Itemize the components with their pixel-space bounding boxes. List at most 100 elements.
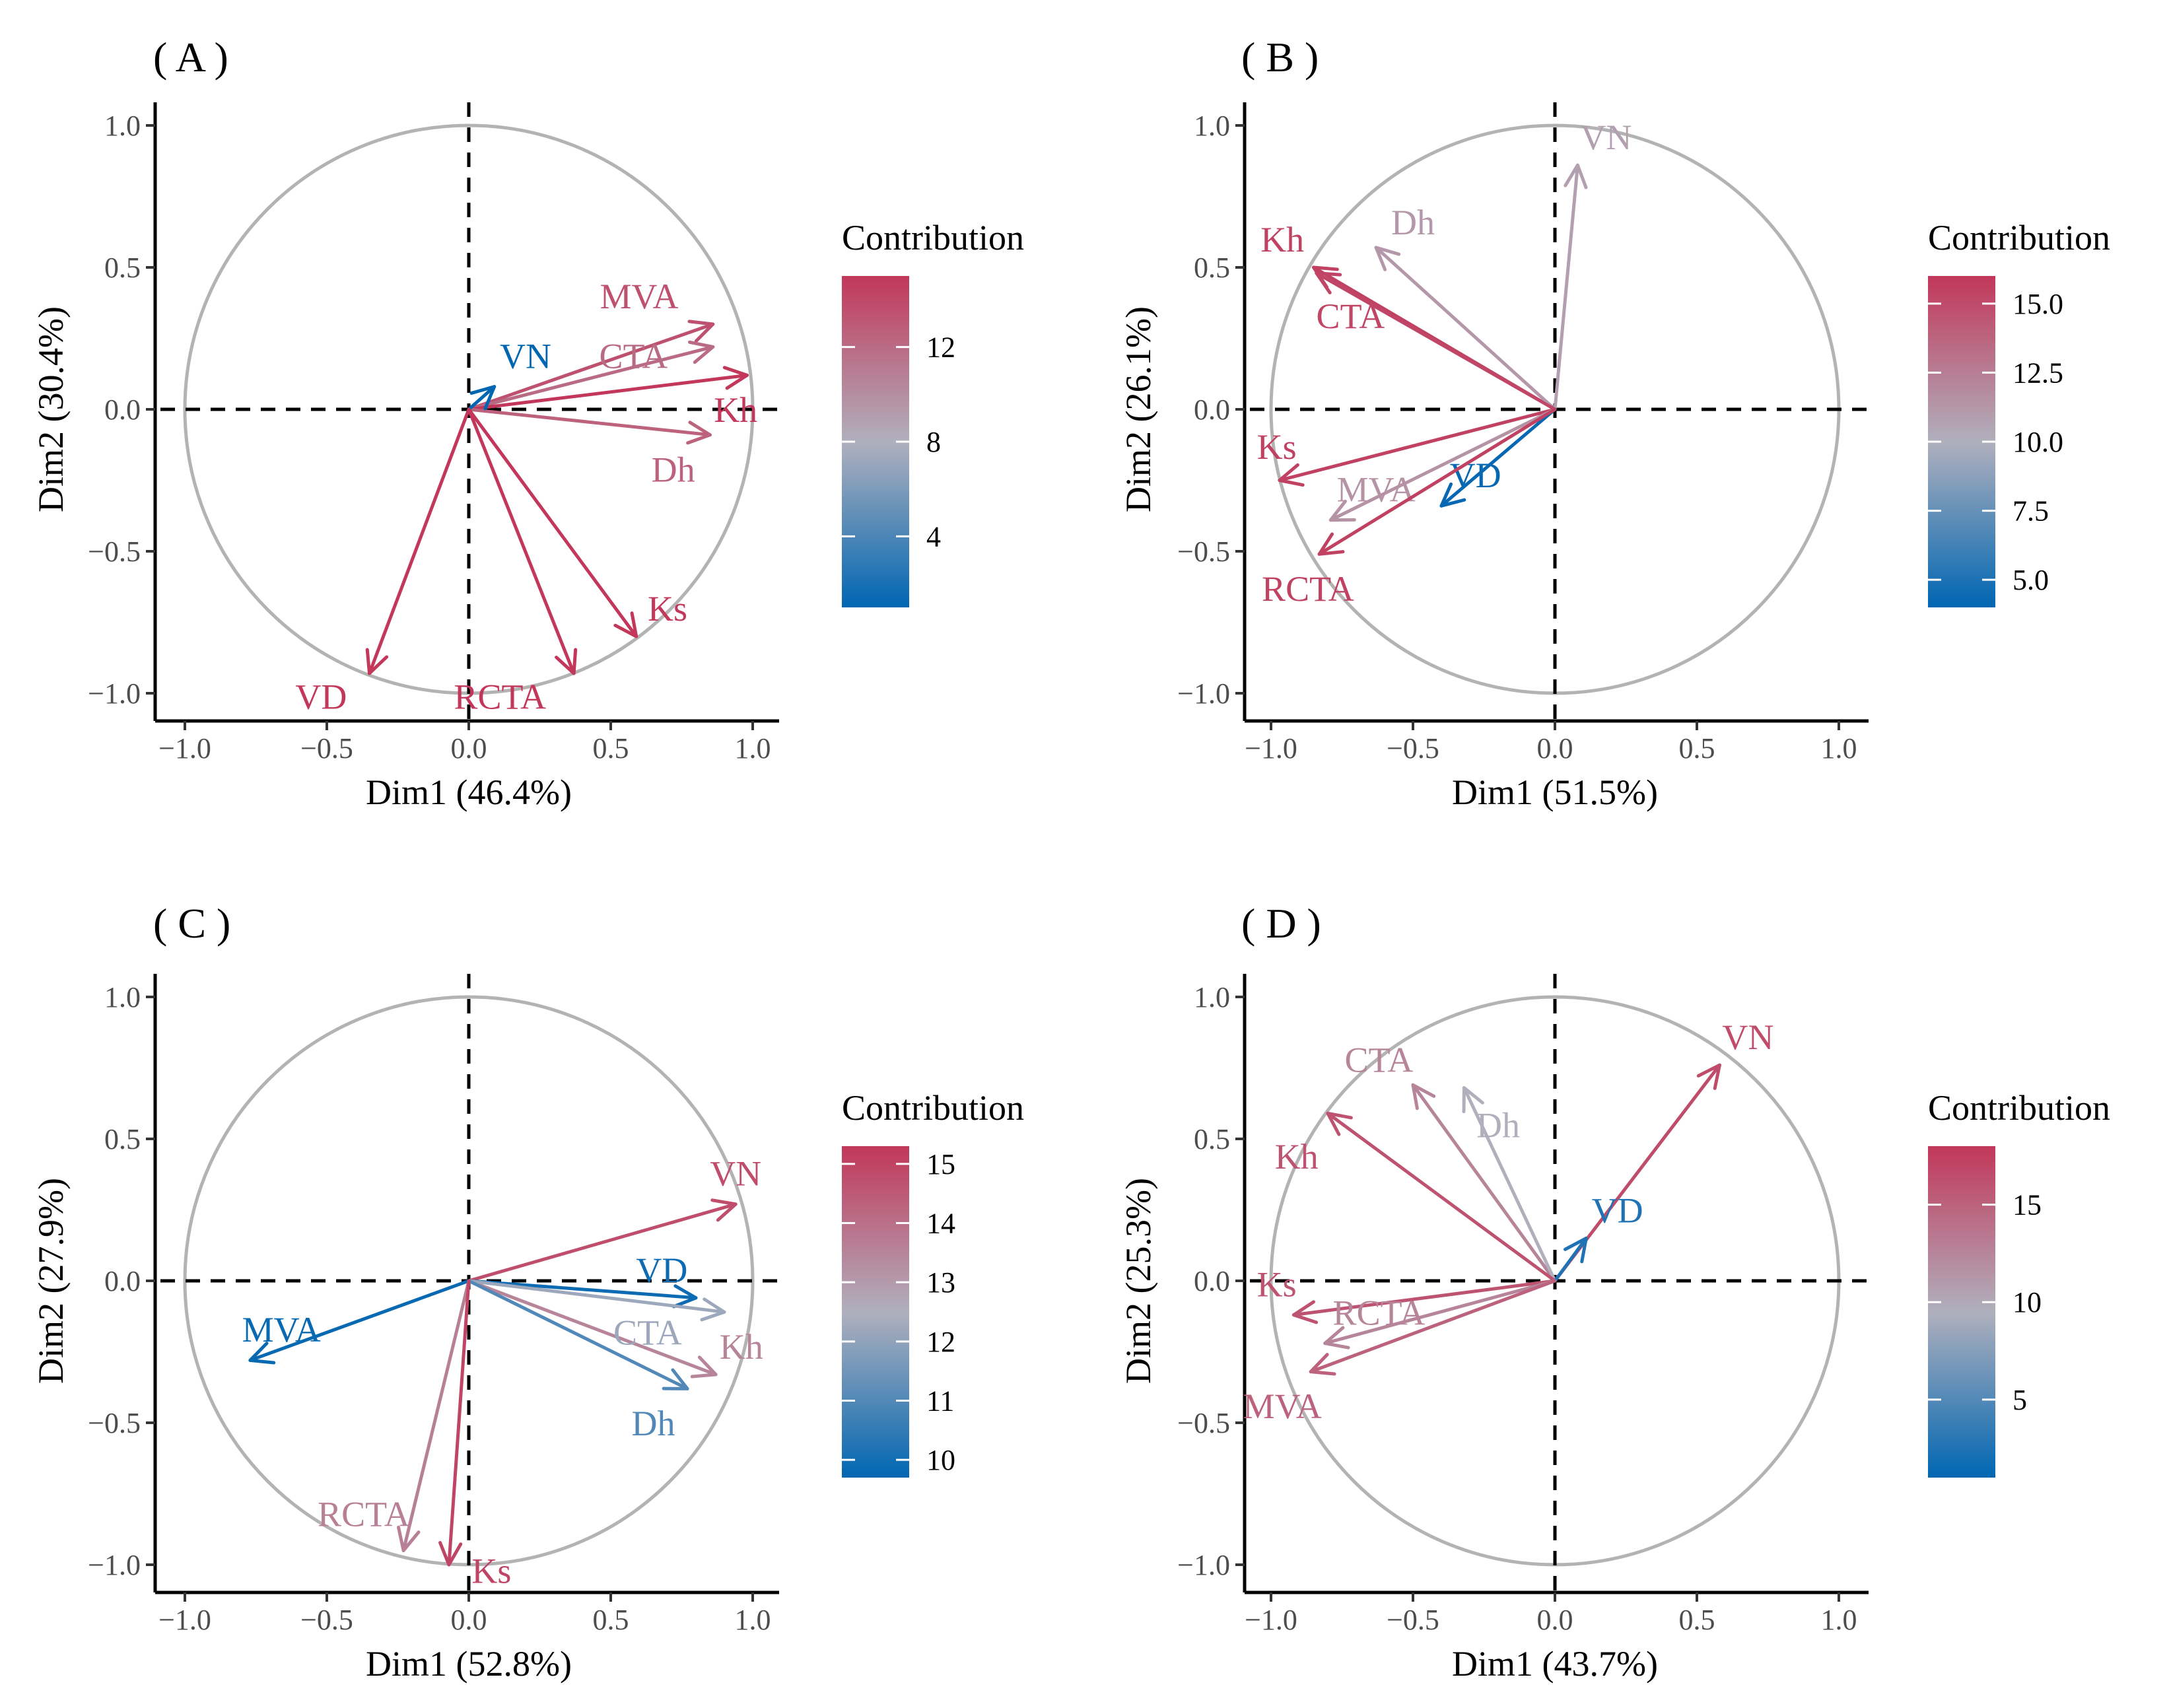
panel-c-x-axis-title: Dim1 (52.8%) <box>366 1644 572 1684</box>
panel-c-arrow-vn <box>467 1198 738 1283</box>
panel-b-arrow-cta <box>1315 271 1557 411</box>
panel-b-label-kh: Kh <box>1260 220 1304 259</box>
panel-d-arrow-cta <box>1411 1083 1557 1283</box>
panel-b-arrow-vd <box>1439 407 1557 508</box>
panel-b-x-tick-label: 0.0 <box>1537 732 1573 765</box>
panel-a-arrow-dh <box>467 407 712 445</box>
panel-a-arrow-vd <box>365 407 471 675</box>
panel-c-colorbar-label: 14 <box>926 1208 955 1240</box>
panel-c-y-tick-label: −1.0 <box>88 1549 141 1581</box>
panel-b-y-tick-label: 0.0 <box>1194 393 1230 426</box>
panel-a-label-vd: VD <box>295 677 347 716</box>
panel-c-y-tick-label: −0.5 <box>88 1407 141 1439</box>
panel-b: ( B ) −1.0 −1.0 −0.5 −0.5 0.0 0.0 0.5 0.5 1.0 1.0… <box>1118 34 2110 812</box>
panel-d-arrow-mva <box>1309 1279 1557 1376</box>
panel-c-label-kh: Kh <box>720 1327 763 1367</box>
panel-d-legend-title: Contribution <box>1928 1088 2110 1128</box>
panel-b-y-tick-label: −1.0 <box>1177 677 1230 710</box>
panel-d-label-kh: Kh <box>1275 1137 1319 1177</box>
panel-b-colorbar-label: 5.0 <box>2012 564 2049 596</box>
panel-c-arrow-rcta <box>397 1279 471 1552</box>
panel-b-legend-title: Contribution <box>1928 218 2110 257</box>
panel-a-label-ks: Ks <box>648 589 687 629</box>
panel-a-label-rcta: RCTA <box>454 677 546 716</box>
panel-c-label-rcta: RCTA <box>318 1495 410 1534</box>
panel-d-label-ks: Ks <box>1257 1264 1297 1304</box>
panel-c-label-ks: Ks <box>471 1552 511 1591</box>
panel-a-arrow-mva <box>467 320 715 411</box>
panel-c-x-tick-label: 0.5 <box>593 1604 629 1636</box>
panel-c-label-mva: MVA <box>242 1310 321 1349</box>
panel-c-arrow-vd <box>467 1279 698 1309</box>
panel-c-x-tick-label: −0.5 <box>300 1604 353 1636</box>
panel-b-label-dh: Dh <box>1391 203 1435 242</box>
panel-c-colorbar-label: 13 <box>926 1266 955 1299</box>
panel-a-x-tick-label: −1.0 <box>158 732 211 765</box>
panel-d-label-cta: CTA <box>1345 1041 1414 1080</box>
panel-a-label-mva: MVA <box>600 277 678 316</box>
panel-c-legend-title: Contribution <box>842 1088 1024 1128</box>
panel-b-colorbar-label: 7.5 <box>2012 495 2049 528</box>
panel-d-y-tick-label: 0.5 <box>1194 1123 1230 1155</box>
panel-d-x-tick-label: 1.0 <box>1821 1604 1857 1636</box>
panel-c-arrow-kh <box>467 1279 718 1379</box>
panel-b-x-tick-label: −1.0 <box>1245 732 1297 765</box>
panel-c-arrow-mva <box>248 1279 471 1365</box>
panel-d-label-vn: VN <box>1722 1017 1773 1057</box>
panel-b-x-axis-title: Dim1 (51.5%) <box>1452 772 1658 812</box>
panel-b-arrow-ks <box>1278 407 1557 487</box>
panel-d-colorbar-label: 10 <box>2012 1286 2042 1318</box>
panel-a-y-tick-label: 0.5 <box>104 252 141 284</box>
panel-a-y-tick-label: 1.0 <box>104 110 141 142</box>
panel-c-plot: −1.0 −1.0 −0.5 −0.5 0.0 0.0 0.5 0.5 1.0 1.0 VN VD Kh… <box>88 974 779 1636</box>
panel-a-x-tick-label: 0.5 <box>593 732 629 765</box>
panel-c-x-tick-label: 1.0 <box>735 1604 771 1636</box>
panel-b-plot: −1.0 −1.0 −0.5 −0.5 0.0 0.0 0.5 0.5 1.0 1.0 VN Kh Dh… <box>1177 102 1869 765</box>
panel-a-colorbar-label: 4 <box>926 520 941 553</box>
panel-a-x-axis-title: Dim1 (46.4%) <box>366 772 572 812</box>
panel-b-label-vn: VN <box>1580 118 1632 157</box>
panel-b-label-ks: Ks <box>1257 427 1297 467</box>
panel-d-x-tick-label: −1.0 <box>1245 1604 1297 1636</box>
panel-c-label-cta: CTA <box>613 1313 682 1352</box>
panel-c-colorbar-label: 15 <box>926 1148 955 1180</box>
panel-c-colorbar-label: 10 <box>926 1444 955 1476</box>
panel-b-colorbar-label: 15.0 <box>2012 288 2063 320</box>
panel-b-colorbar-label: 12.5 <box>2012 357 2063 389</box>
panel-d-x-tick-label: 0.5 <box>1679 1604 1715 1636</box>
panel-b-arrow-vn <box>1553 163 1588 411</box>
panel-c-arrow-dh <box>467 1279 689 1390</box>
panel-d-y-tick-label: −0.5 <box>1177 1407 1230 1439</box>
panel-a-label: ( A ) <box>153 34 228 81</box>
panel-c-y-tick-label: 0.0 <box>104 1265 141 1297</box>
panel-c-arrow-cta <box>467 1279 726 1322</box>
panel-c-y-tick-label: 0.5 <box>104 1123 141 1155</box>
panel-a-y-tick-label: −0.5 <box>88 535 141 568</box>
panel-b-arrow-rcta <box>1317 407 1557 556</box>
panel-b-y-axis-title: Dim2 (26.1%) <box>1118 306 1158 512</box>
panel-d-y-tick-label: 1.0 <box>1194 981 1230 1013</box>
panel-a-legend: 4 8 12 <box>842 276 955 607</box>
panel-b-label-rcta: RCTA <box>1262 569 1354 609</box>
panel-a-arrow-ks <box>467 407 638 638</box>
panel-d-plot: −1.0 −1.0 −0.5 −0.5 0.0 0.0 0.5 0.5 1.0 1.0 VN CTA D… <box>1177 974 1869 1636</box>
panel-a-y-axis-title: Dim2 (30.4%) <box>31 306 71 512</box>
panel-a-label-vn: VN <box>500 336 551 376</box>
panel-b-label-cta: CTA <box>1317 296 1385 336</box>
panel-b-x-tick-label: −0.5 <box>1387 732 1439 765</box>
panel-b-colorbar-label: 10.0 <box>2012 426 2063 458</box>
panel-c-y-tick-label: 1.0 <box>104 981 141 1013</box>
panel-a-label-cta: CTA <box>600 336 668 376</box>
panel-c-arrow-ks <box>438 1279 471 1567</box>
panel-c-label-vn: VN <box>710 1154 761 1194</box>
panel-a-label-kh: Kh <box>714 390 757 430</box>
panel-d-y-tick-label: 0.0 <box>1194 1265 1230 1297</box>
panel-c-colorbar-label: 12 <box>926 1326 955 1358</box>
panel-c-y-axis-title: Dim2 (27.9%) <box>31 1178 71 1384</box>
panel-b-y-tick-label: 0.5 <box>1194 252 1230 284</box>
panel-a-x-tick-label: 0.0 <box>451 732 487 765</box>
panel-c-label: ( C ) <box>153 900 230 947</box>
panel-d-arrow-ks <box>1291 1279 1557 1324</box>
panel-c-label-vd: VD <box>636 1250 687 1290</box>
